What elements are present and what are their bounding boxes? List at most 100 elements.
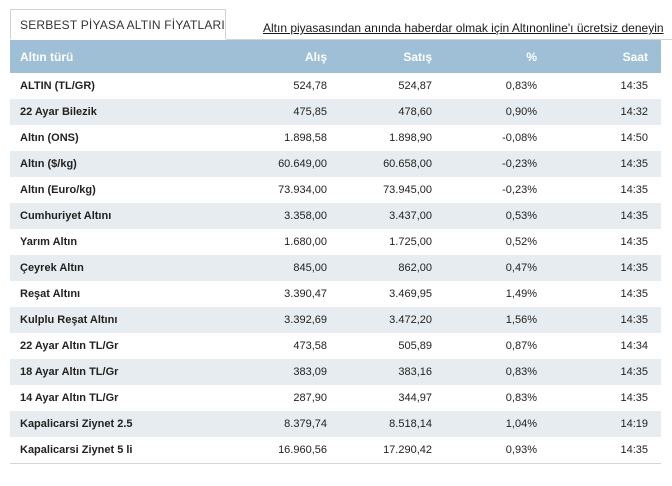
cell-percent: 0,93% [445,437,550,464]
cell-sell: 383,16 [340,359,445,385]
cell-time: 14:35 [550,177,661,203]
table-row: Cumhuriyet Altını 3.358,00 3.437,00 0,53% 14… [10,203,661,229]
cell-sell: 3.469,95 [340,281,445,307]
cell-time: 14:35 [550,437,661,464]
cell-sell: 862,00 [340,255,445,281]
cell-sell: 3.437,00 [340,203,445,229]
cell-time: 14:35 [550,255,661,281]
cell-time: 14:35 [550,229,661,255]
cell-time: 14:35 [550,281,661,307]
table-row: Yarım Altın 1.680,00 1.725,00 0,52% 14:35 [10,229,661,255]
cell-percent: 0,83% [445,385,550,411]
cell-percent: -0,23% [445,151,550,177]
cell-time: 14:32 [550,99,661,125]
table-row: 14 Ayar Altın TL/Gr 287,90 344,97 0,83% 14:3… [10,385,661,411]
tab-divider [226,39,672,40]
cell-gold-type: Çeyrek Altın [10,255,175,281]
tab-label: SERBEST PİYASA ALTIN FİYATLARI [20,17,225,32]
cell-time: 14:35 [550,151,661,177]
cell-gold-type: Altın ($/kg) [10,151,175,177]
table-row: ALTIN (TL/GR) 524,78 524,87 0,83% 14:35 [10,73,661,99]
cell-gold-type: 14 Ayar Altın TL/Gr [10,385,175,411]
cell-percent: -0,08% [445,125,550,151]
cell-time: 14:35 [550,73,661,99]
cell-percent: 0,53% [445,203,550,229]
cell-buy: 845,00 [175,255,340,281]
cell-gold-type: Altın (Euro/kg) [10,177,175,203]
cell-gold-type: Altın (ONS) [10,125,175,151]
cell-time: 14:35 [550,203,661,229]
cell-buy: 473,58 [175,333,340,359]
table-row: Altın (Euro/kg) 73.934,00 73.945,00 -0,23% 1… [10,177,661,203]
cell-buy: 3.390,47 [175,281,340,307]
cell-gold-type: ALTIN (TL/GR) [10,73,175,99]
cell-gold-type: Kapalicarsi Ziynet 5 li [10,437,175,464]
cell-percent: 1,04% [445,411,550,437]
gold-prices-table: Altın türü Alış Satış % Saat ALTIN (TL/G… [10,40,661,464]
cell-buy: 73.934,00 [175,177,340,203]
cell-time: 14:50 [550,125,661,151]
table-row: Kulplu Reşat Altını 3.392,69 3.472,20 1,56%… [10,307,661,333]
table-row: Çeyrek Altın 845,00 862,00 0,47% 14:35 [10,255,661,281]
cell-buy: 287,90 [175,385,340,411]
table-row: Kapalicarsi Ziynet 2.5 8.379,74 8.518,14 1,… [10,411,661,437]
cell-buy: 1.898,58 [175,125,340,151]
cell-percent: 1,49% [445,281,550,307]
cell-sell: 73.945,00 [340,177,445,203]
cell-percent: 0,52% [445,229,550,255]
table-row: Altın (ONS) 1.898,58 1.898,90 -0,08% 14:50 [10,125,661,151]
tab-bar: SERBEST PİYASA ALTIN FİYATLARI Altın piy… [0,0,672,40]
table-row: Kapalicarsi Ziynet 5 li 16.960,56 17.290,4… [10,437,661,464]
cell-gold-type: Reşat Altını [10,281,175,307]
cell-time: 14:34 [550,333,661,359]
table-header-row: Altın türü Alış Satış % Saat [10,40,661,73]
cell-buy: 383,09 [175,359,340,385]
cell-buy: 8.379,74 [175,411,340,437]
cell-gold-type: Cumhuriyet Altını [10,203,175,229]
cell-buy: 3.358,00 [175,203,340,229]
cell-sell: 17.290,42 [340,437,445,464]
cell-sell: 3.472,20 [340,307,445,333]
cell-sell: 344,97 [340,385,445,411]
cell-gold-type: Kapalicarsi Ziynet 2.5 [10,411,175,437]
cell-gold-type: 22 Ayar Bilezik [10,99,175,125]
promo-link[interactable]: Altın piyasasından anında haberdar olmak… [263,21,664,35]
cell-sell: 8.518,14 [340,411,445,437]
cell-percent: 0,90% [445,99,550,125]
tab-serbest-piyasa[interactable]: SERBEST PİYASA ALTIN FİYATLARI [10,9,226,39]
cell-buy: 16.960,56 [175,437,340,464]
table-row: Altın ($/kg) 60.649,00 60.658,00 -0,23% 14:3… [10,151,661,177]
cell-buy: 60.649,00 [175,151,340,177]
cell-percent: 0,83% [445,73,550,99]
header-percent: % [445,40,550,73]
cell-time: 14:35 [550,385,661,411]
cell-gold-type: Yarım Altın [10,229,175,255]
header-buy: Alış [175,40,340,73]
cell-sell: 60.658,00 [340,151,445,177]
cell-buy: 3.392,69 [175,307,340,333]
cell-sell: 1.898,90 [340,125,445,151]
cell-percent: 0,83% [445,359,550,385]
cell-sell: 524,87 [340,73,445,99]
table-row: 22 Ayar Altın TL/Gr 473,58 505,89 0,87% 14:3… [10,333,661,359]
cell-time: 14:35 [550,359,661,385]
cell-percent: 1,56% [445,307,550,333]
cell-gold-type: 22 Ayar Altın TL/Gr [10,333,175,359]
cell-buy: 1.680,00 [175,229,340,255]
cell-buy: 524,78 [175,73,340,99]
cell-gold-type: Kulplu Reşat Altını [10,307,175,333]
header-time: Saat [550,40,661,73]
cell-buy: 475,85 [175,99,340,125]
cell-gold-type: 18 Ayar Altın TL/Gr [10,359,175,385]
cell-percent: -0,23% [445,177,550,203]
cell-sell: 505,89 [340,333,445,359]
cell-sell: 478,60 [340,99,445,125]
table-row: 18 Ayar Altın TL/Gr 383,09 383,16 0,83% 14:3… [10,359,661,385]
header-gold-type: Altın türü [10,40,175,73]
cell-sell: 1.725,00 [340,229,445,255]
cell-time: 14:19 [550,411,661,437]
table-row: 22 Ayar Bilezik 475,85 478,60 0,90% 14:32 [10,99,661,125]
table-row: Reşat Altını 3.390,47 3.469,95 1,49% 14:35 [10,281,661,307]
cell-percent: 0,47% [445,255,550,281]
cell-percent: 0,87% [445,333,550,359]
